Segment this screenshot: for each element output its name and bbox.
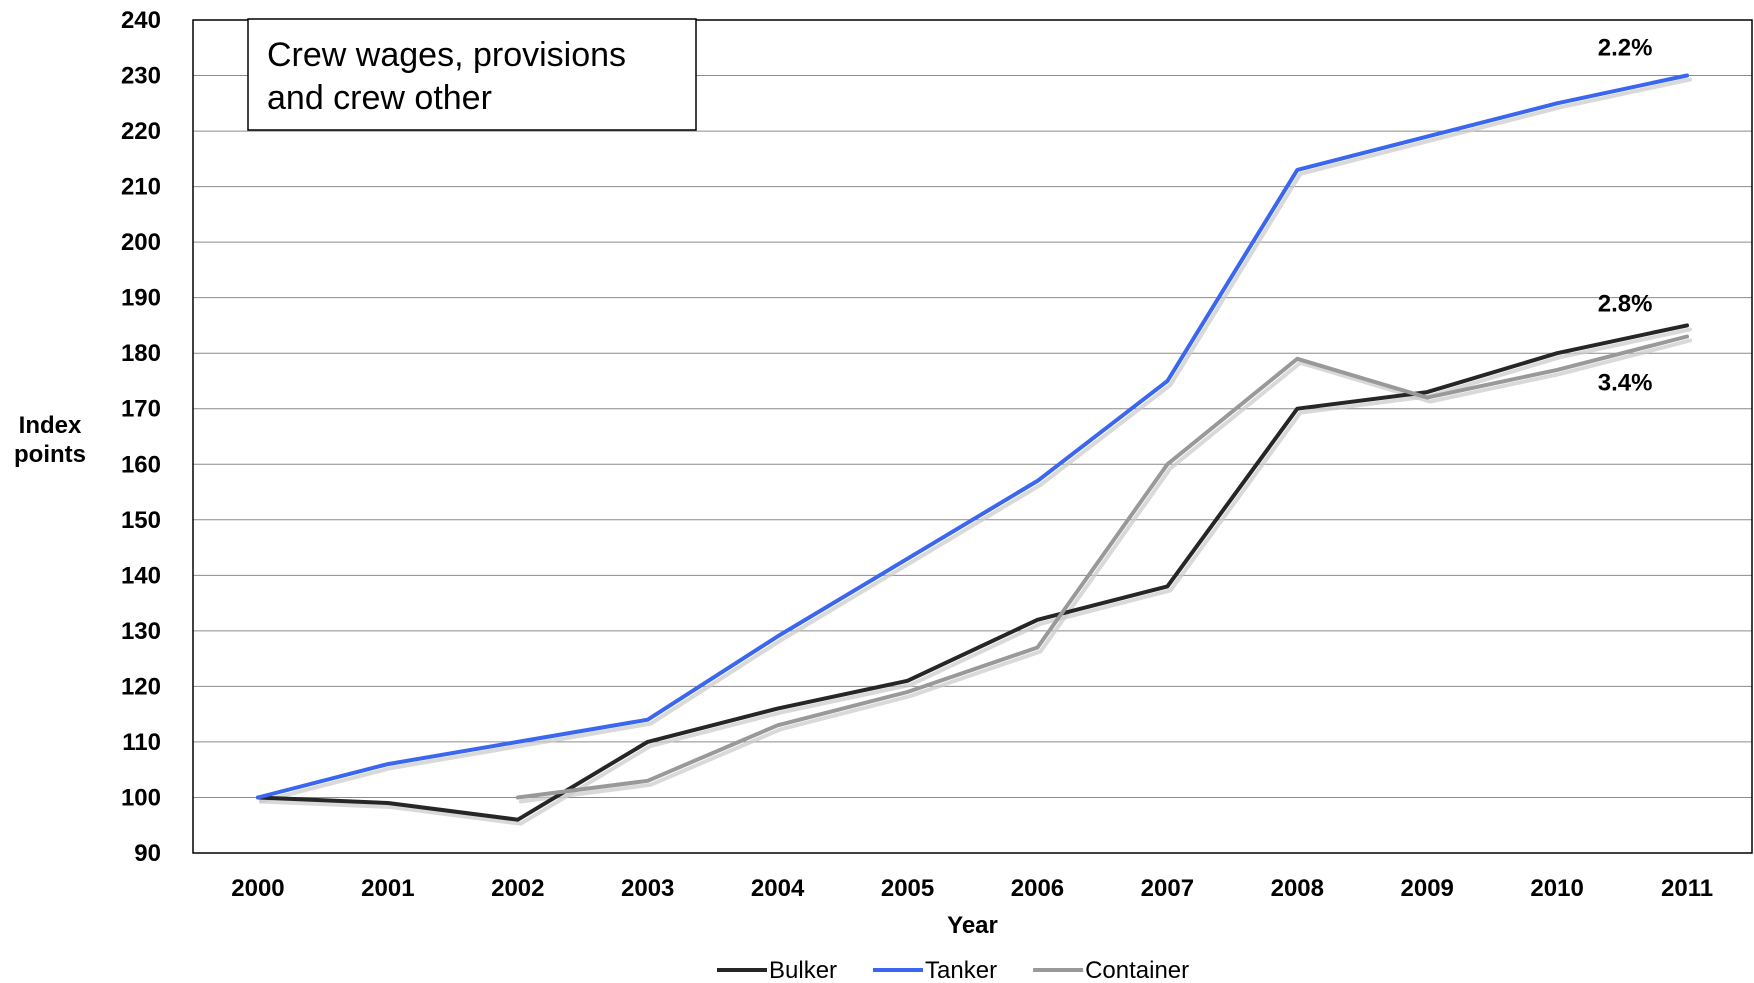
data-point-bulker [1685, 323, 1689, 327]
data-point-bulker [1165, 584, 1169, 588]
data-point-bulker [386, 801, 390, 805]
data-point-tanker [776, 634, 780, 638]
x-tick-label: 2009 [1401, 875, 1454, 902]
data-point-tanker [1295, 168, 1299, 172]
legend-label-tanker: Tanker [925, 957, 997, 983]
x-tick-label: 2002 [491, 875, 544, 902]
data-point-tanker [646, 718, 650, 722]
x-tick-label: 2003 [621, 875, 674, 902]
y-tick-label: 180 [121, 340, 161, 367]
x-tick-label: 2004 [751, 875, 805, 902]
data-point-container [1035, 646, 1039, 650]
legend-label-bulker: Bulker [769, 957, 837, 983]
data-point-bulker [776, 707, 780, 711]
y-tick-label: 150 [121, 507, 161, 534]
y-tick-label: 190 [121, 285, 161, 312]
y-tick-label: 100 [121, 784, 161, 811]
end-label-bulker: 2.8% [1598, 290, 1653, 317]
y-tick-label: 220 [121, 118, 161, 145]
data-point-tanker [1425, 135, 1429, 139]
y-axis-title-line-2: points [14, 441, 86, 468]
y-tick-label: 200 [121, 229, 161, 256]
x-tick-label: 2011 [1661, 875, 1713, 902]
data-point-bulker [1295, 407, 1299, 411]
data-point-container [1165, 462, 1169, 466]
series-shadows [259, 77, 1692, 826]
data-point-bulker [1035, 618, 1039, 622]
series-line-bulker [256, 323, 1689, 822]
y-tick-label: 120 [121, 673, 161, 700]
data-point-container [1295, 357, 1299, 361]
data-point-container [1425, 396, 1429, 400]
data-point-tanker [386, 762, 390, 766]
y-tick-label: 170 [121, 396, 161, 423]
y-tick-label: 140 [121, 562, 161, 589]
x-tick-label: 2008 [1271, 875, 1324, 902]
data-point-bulker [1425, 390, 1429, 394]
data-point-bulker [646, 740, 650, 744]
x-tick-label: 2007 [1141, 875, 1194, 902]
y-axis-tick-labels: 90 100 110 120 130 140 150 160 170 180 190 200 210 22… [121, 7, 161, 867]
x-axis-title: Year [947, 912, 998, 939]
series-shadow-bulker [259, 327, 1692, 826]
y-tick-label: 110 [122, 729, 161, 756]
data-point-bulker [516, 818, 520, 822]
data-point-container [1555, 368, 1559, 372]
y-tick-label: 240 [121, 7, 161, 34]
y-tick-label: 160 [121, 451, 161, 478]
series-lines [256, 73, 1689, 822]
legend: Bulker Tanker Container [717, 957, 1189, 983]
data-point-tanker [516, 740, 520, 744]
plot-area-frame [192, 19, 1753, 854]
x-tick-label: 2000 [231, 875, 284, 902]
data-point-container [516, 795, 520, 799]
data-point-tanker [906, 557, 910, 561]
data-point-tanker [1035, 479, 1039, 483]
y-axis-title-line-1: Index [19, 412, 82, 439]
end-label-container: 3.4% [1598, 370, 1653, 397]
x-tick-label: 2001 [361, 875, 414, 902]
y-tick-label: 210 [121, 174, 161, 201]
series-line-container [515, 334, 1689, 800]
series-shadow-tanker [259, 77, 1692, 804]
data-point-container [776, 723, 780, 727]
series-shadow-container [518, 338, 1692, 804]
gridlines [193, 75, 1752, 798]
data-point-container [906, 690, 910, 694]
series-line-tanker [256, 73, 1689, 800]
data-point-bulker [1555, 351, 1559, 355]
y-tick-label: 230 [121, 63, 161, 90]
data-point-tanker [1685, 74, 1689, 78]
x-axis-tick-labels: 2000 2001 2002 2003 2004 2005 2006 2007 2008 2009… [231, 875, 1713, 902]
annotation-text-line-1: Crew wages, provisions [267, 36, 626, 74]
data-point-bulker [906, 679, 910, 683]
data-point-container [1685, 335, 1689, 339]
x-tick-label: 2010 [1530, 875, 1583, 902]
y-tick-label: 130 [121, 618, 161, 645]
legend-label-container: Container [1085, 957, 1189, 983]
data-point-tanker [1165, 379, 1169, 383]
series-end-labels: 2.8% 2.2% 3.4% [1598, 35, 1653, 397]
data-point-tanker [1555, 101, 1559, 105]
annotation-text-line-2: and crew other [267, 79, 492, 117]
end-label-tanker: 2.2% [1598, 35, 1653, 62]
data-point-container [646, 779, 650, 783]
x-tick-label: 2006 [1011, 875, 1064, 902]
y-tick-label: 90 [134, 840, 161, 867]
annotation-box: Crew wages, provisions and crew other [247, 18, 697, 131]
data-point-tanker [256, 795, 260, 799]
annotation-frame [247, 18, 697, 131]
x-tick-label: 2005 [881, 875, 934, 902]
